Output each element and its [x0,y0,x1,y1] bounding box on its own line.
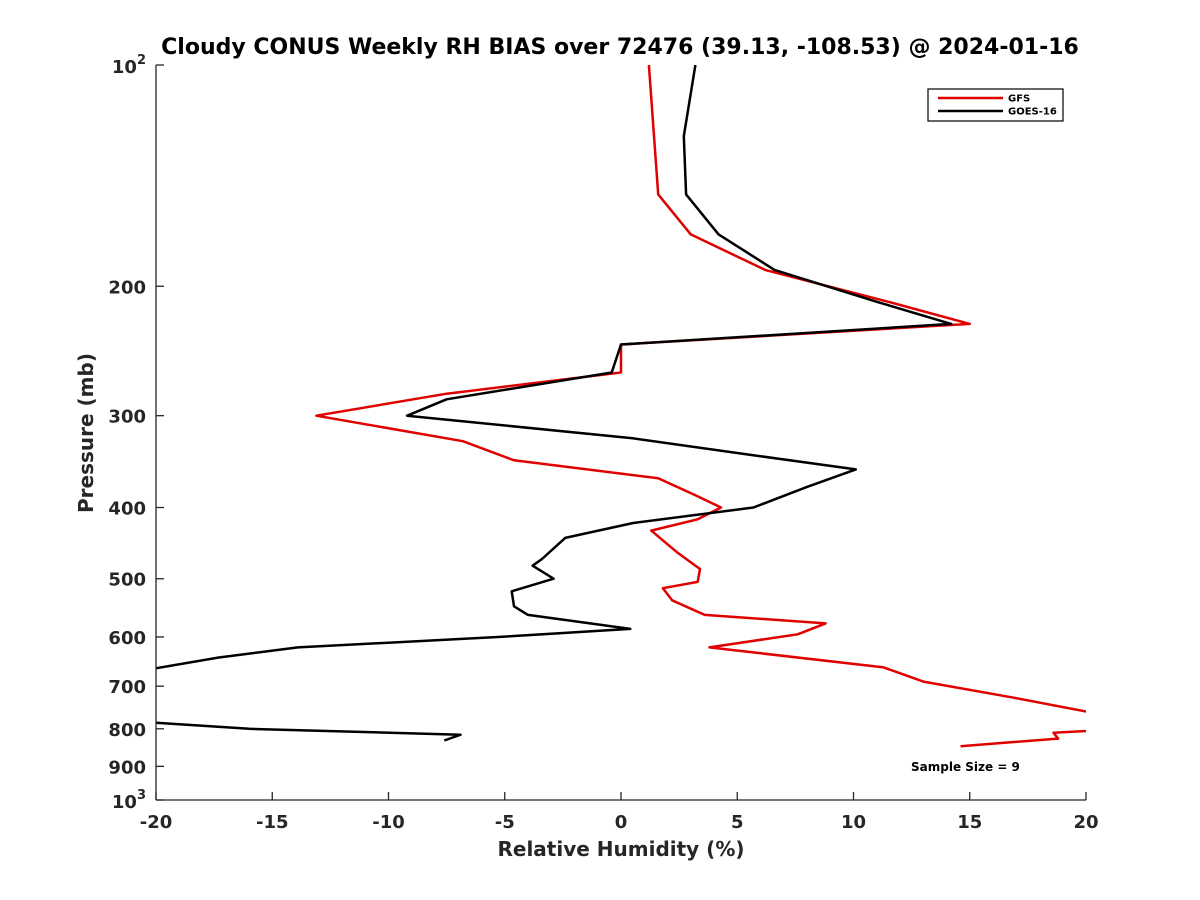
x-tick-label: -10 [372,812,405,833]
y-tick-label: 600 [108,628,146,649]
x-tick-label: 10 [841,812,866,833]
sample-size-annotation: Sample Size = 9 [911,760,1020,774]
plot-area [156,65,1086,800]
legend-box [927,88,1064,122]
chart-title: Cloudy CONUS Weekly RH BIAS over 72476 (… [161,35,1079,60]
y-axis-label: Pressure (mb) [74,353,98,513]
y-tick-label: 400 [108,499,146,520]
y-tick-label: 900 [108,757,146,778]
x-tick-label: 5 [731,812,744,833]
legend: GFS GOES-16 [927,88,1064,122]
x-tick-label: -5 [495,812,515,833]
series-line-goes16 [156,65,953,742]
y-tick-label: 700 [108,677,146,698]
x-ticks: -20 -15 -10 -5 0 5 10 15 20 [140,792,1099,833]
x-tick-label: -15 [256,812,289,833]
y-tick-label: 800 [108,720,146,741]
x-tick-label: -20 [140,812,173,833]
x-axis-label: Relative Humidity (%) [497,837,744,861]
legend-label-gfs: GFS [1008,94,1030,105]
series-layer [156,65,1086,748]
x-tick-label: 0 [615,812,628,833]
x-tick-label: 20 [1073,812,1098,833]
y-tick-label: 200 [108,277,146,298]
y-tick-label: 300 [108,407,146,428]
y-tick-label: 500 [108,570,146,591]
x-tick-label: 15 [957,812,982,833]
legend-label-goes16: GOES-16 [1008,107,1057,118]
